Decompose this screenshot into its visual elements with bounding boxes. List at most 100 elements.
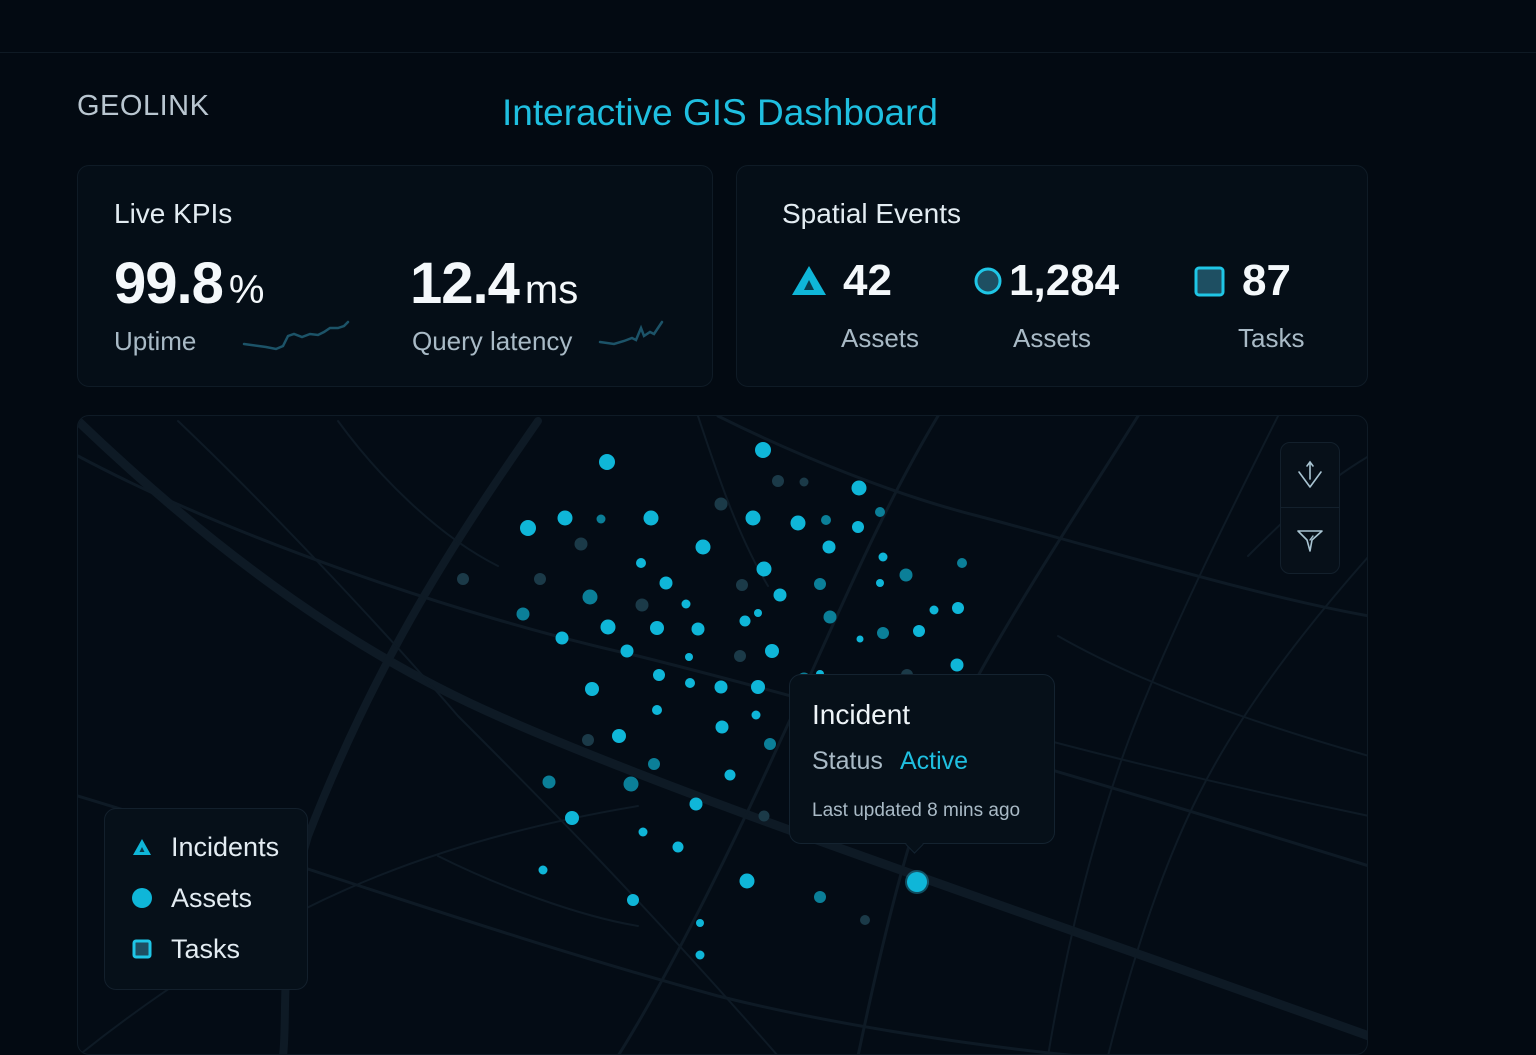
map-point[interactable] bbox=[852, 521, 864, 533]
map-point[interactable] bbox=[736, 579, 748, 591]
tasks-label: Tasks bbox=[1238, 323, 1305, 353]
map-point[interactable] bbox=[520, 520, 536, 536]
map-point[interactable] bbox=[538, 865, 548, 875]
map-point[interactable] bbox=[650, 621, 664, 635]
map-point[interactable] bbox=[822, 540, 836, 554]
map-point[interactable] bbox=[638, 827, 648, 837]
map-point[interactable] bbox=[715, 720, 729, 734]
map-point[interactable] bbox=[685, 653, 693, 661]
map-point[interactable] bbox=[875, 507, 885, 517]
map-point[interactable] bbox=[643, 510, 659, 526]
incidents-count: 42 bbox=[843, 256, 892, 305]
map-point[interactable] bbox=[821, 515, 831, 525]
map-point[interactable] bbox=[681, 599, 691, 609]
map-point[interactable] bbox=[582, 589, 598, 605]
map-point[interactable] bbox=[899, 568, 913, 582]
map-point[interactable] bbox=[823, 610, 837, 624]
map-point[interactable] bbox=[751, 680, 765, 694]
map-point[interactable] bbox=[856, 635, 864, 643]
map-point[interactable] bbox=[557, 510, 573, 526]
map-point[interactable] bbox=[756, 561, 772, 577]
map-point[interactable] bbox=[600, 619, 616, 635]
map-point[interactable] bbox=[724, 769, 736, 781]
map-point[interactable] bbox=[695, 950, 705, 960]
spatial-events-title: Spatial Events bbox=[782, 198, 961, 229]
map-point[interactable] bbox=[714, 680, 728, 694]
latency-sparkline-icon bbox=[598, 320, 664, 346]
map-point[interactable] bbox=[652, 705, 662, 715]
square-icon bbox=[1194, 266, 1225, 297]
map-point[interactable] bbox=[950, 658, 964, 672]
map-point[interactable] bbox=[599, 454, 615, 470]
map-point[interactable] bbox=[672, 841, 684, 853]
incidents-label: Assets bbox=[841, 323, 920, 353]
map-point[interactable] bbox=[799, 477, 809, 487]
map-point[interactable] bbox=[695, 539, 711, 555]
filter-icon bbox=[1297, 530, 1323, 552]
map-point[interactable] bbox=[814, 891, 826, 903]
legend-item-tasks[interactable]: Tasks bbox=[131, 929, 240, 969]
map-point[interactable] bbox=[765, 644, 779, 658]
map-point[interactable] bbox=[739, 615, 751, 627]
map-point[interactable] bbox=[739, 873, 755, 889]
map-point[interactable] bbox=[623, 776, 639, 792]
map-point[interactable] bbox=[745, 510, 761, 526]
map-point[interactable] bbox=[659, 576, 673, 590]
map-point[interactable] bbox=[790, 515, 806, 531]
map-point[interactable] bbox=[764, 738, 776, 750]
map-point[interactable] bbox=[574, 537, 588, 551]
map-point[interactable] bbox=[907, 872, 927, 892]
filter-button[interactable] bbox=[1281, 508, 1339, 572]
map-point[interactable] bbox=[814, 578, 826, 590]
brand-logo: GEOLINK bbox=[77, 90, 210, 122]
map-point[interactable] bbox=[696, 919, 704, 927]
map-point[interactable] bbox=[582, 734, 594, 746]
map-point[interactable] bbox=[457, 573, 469, 585]
map-point[interactable] bbox=[714, 497, 728, 511]
map-point[interactable] bbox=[734, 650, 746, 662]
map-point[interactable] bbox=[773, 588, 787, 602]
map-point[interactable] bbox=[565, 811, 579, 825]
map-point[interactable] bbox=[877, 627, 889, 639]
download-button[interactable] bbox=[1281, 443, 1339, 508]
download-icon bbox=[1298, 460, 1322, 488]
map-point[interactable] bbox=[754, 609, 762, 617]
map-point[interactable] bbox=[876, 579, 884, 587]
map-point[interactable] bbox=[929, 605, 939, 615]
map-point[interactable] bbox=[612, 729, 626, 743]
map-point[interactable] bbox=[758, 810, 770, 822]
map-point[interactable] bbox=[534, 573, 546, 585]
uptime-label: Uptime bbox=[114, 326, 197, 356]
circle-icon bbox=[974, 267, 1002, 295]
uptime-value: 99.8% bbox=[114, 250, 264, 317]
map-point[interactable] bbox=[755, 442, 771, 458]
map-point[interactable] bbox=[685, 678, 695, 688]
map-point[interactable] bbox=[772, 475, 784, 487]
map-point[interactable] bbox=[653, 669, 665, 681]
map-point[interactable] bbox=[596, 514, 606, 524]
map-point[interactable] bbox=[689, 797, 703, 811]
top-bar bbox=[0, 0, 1536, 53]
map-point[interactable] bbox=[627, 894, 639, 906]
map-point[interactable] bbox=[620, 644, 634, 658]
assets-count: 1,284 bbox=[1009, 256, 1120, 305]
legend-item-incidents[interactable]: Incidents bbox=[131, 827, 279, 867]
map-point[interactable] bbox=[913, 625, 925, 637]
map-point[interactable] bbox=[636, 558, 646, 568]
map-point[interactable] bbox=[691, 622, 705, 636]
map-point[interactable] bbox=[585, 682, 599, 696]
map-point[interactable] bbox=[878, 552, 888, 562]
map-canvas[interactable] bbox=[77, 415, 1368, 1055]
map-point[interactable] bbox=[555, 631, 569, 645]
legend-item-assets[interactable]: Assets bbox=[131, 878, 252, 918]
latency-label: Query latency bbox=[412, 326, 573, 356]
map-point[interactable] bbox=[648, 758, 660, 770]
map-point[interactable] bbox=[542, 775, 556, 789]
map-point[interactable] bbox=[851, 480, 867, 496]
map-point[interactable] bbox=[635, 598, 649, 612]
map-point[interactable] bbox=[860, 915, 870, 925]
map-point[interactable] bbox=[516, 607, 530, 621]
map-point[interactable] bbox=[952, 602, 964, 614]
map-point[interactable] bbox=[751, 710, 761, 720]
map-point[interactable] bbox=[957, 558, 967, 568]
